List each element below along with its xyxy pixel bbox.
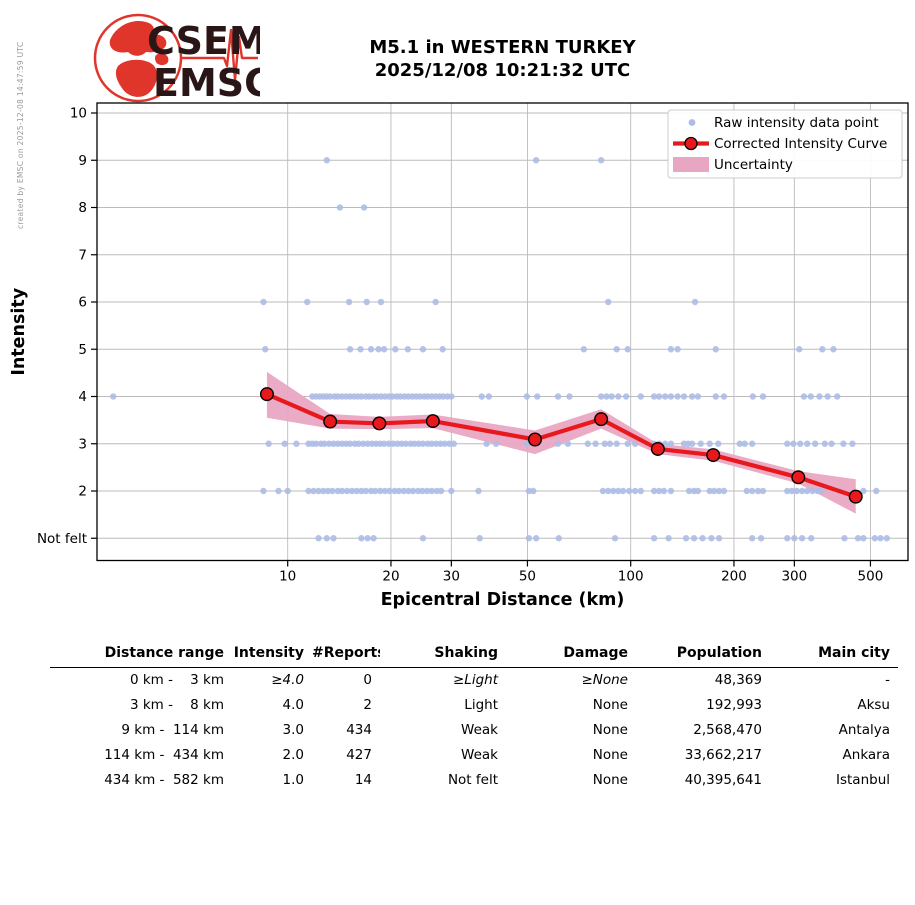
table-cell: ≥None: [581, 672, 628, 688]
emsc-logo: CSEM EMSC: [88, 10, 272, 105]
y-tick-label: 6: [78, 295, 87, 311]
table-cell: None: [592, 772, 628, 788]
table-cell: 48,369: [714, 672, 762, 688]
x-tick-label: 200: [721, 569, 747, 585]
summary-table: Distance range Intensity #Reports Shaking Da…: [50, 640, 898, 793]
globe-landmass: [109, 20, 169, 97]
table-cell: Light: [464, 697, 498, 713]
y-tick-label: 8: [78, 200, 87, 216]
table-cell: Ankara: [842, 747, 890, 763]
table-row: 9 km - 114 km 3.0 434 Weak None 2,568,470 Anta…: [50, 718, 898, 743]
table-row: 0 km - 3 km ≥4.0 0 ≥Light ≥None 48,369 -: [50, 667, 898, 693]
table-cell: None: [592, 747, 628, 763]
y-tick-label: 5: [78, 342, 87, 358]
table-cell: Weak: [461, 722, 498, 738]
table-cell: -: [885, 672, 890, 688]
table-row: 3 km - 8 km 4.0 2 Light None 192,993 Aksu: [50, 693, 898, 718]
seismogram-trace: [180, 28, 258, 82]
y-tick-label: 10: [70, 106, 87, 122]
x-tick-label: 500: [858, 569, 884, 585]
table-header-intensity: Intensity: [232, 640, 312, 668]
table-cell: 2.0: [282, 747, 304, 763]
logo-text-csem: CSEM: [147, 19, 260, 63]
table-header-shaking: Shaking: [380, 640, 506, 668]
table-cell: 2: [363, 697, 372, 713]
corrected-intensity-curve: [264, 392, 858, 499]
table-header-population: Population: [636, 640, 770, 668]
table-cell: 2,568,470: [693, 722, 762, 738]
y-axis-label: Intensity: [9, 287, 29, 375]
table-cell: 192,993: [706, 697, 762, 713]
table-cell: Aksu: [857, 697, 890, 713]
table-row: 114 km - 434 km 2.0 427 Weak None 33,662,217 A…: [50, 743, 898, 768]
x-axis-label: Epicentral Distance (km): [381, 590, 625, 610]
y-tick-label: 9: [78, 153, 87, 169]
legend-raw-point-icon: [688, 119, 696, 126]
y-tick-label: 7: [78, 247, 87, 263]
table-header-distance-range: Distance range: [50, 640, 232, 668]
table-cell: 1.0: [282, 772, 304, 788]
table-row: 434 km - 582 km 1.0 14 Not felt None 40,395,6…: [50, 768, 898, 793]
emsc-logo-graphic: CSEM EMSC: [93, 13, 272, 105]
table-cell: 0: [363, 672, 372, 688]
legend-uncertainty-icon: [673, 157, 709, 172]
x-tick-label: 30: [443, 569, 460, 585]
chart-title-line2: 2025/12/08 10:21:32 UTC: [374, 60, 631, 81]
table-cell: Antalya: [838, 722, 890, 738]
intensity-distance-chart: 10 9 8 7 6 5 4 3 2 Not felt 10 20 30 50 100 200 300 500 Ep…: [9, 102, 909, 610]
table-cell: 14: [354, 772, 372, 788]
table-header-main-city: Main city: [770, 640, 898, 668]
x-tick-label: 50: [519, 569, 536, 585]
legend-label: Raw intensity data point: [714, 115, 879, 131]
table-cell: None: [592, 722, 628, 738]
table-cell: ≥4.0: [271, 672, 304, 688]
legend-label: Uncertainty: [714, 157, 793, 173]
x-tick-label: 100: [618, 569, 644, 585]
table-cell: None: [592, 697, 628, 713]
chart-canvas: 10 9 8 7 6 5 4 3 2 Not felt 10 20 30 50 100 200 300 500 Ep…: [9, 102, 909, 610]
y-tick-label: 2: [78, 484, 87, 500]
axes: 10 9 8 7 6 5 4 3 2 Not felt 10 20 30 50 100 200 300 500: [37, 106, 883, 585]
y-tick-label: 3: [78, 436, 87, 452]
y-tick-label: 4: [78, 389, 87, 405]
table-body: 0 km - 3 km ≥4.0 0 ≥Light ≥None 48,369 - 3 km -…: [50, 667, 898, 793]
table-cell: 40,395,641: [684, 772, 762, 788]
table-cell: 3.0: [282, 722, 304, 738]
table-header-damage: Damage: [506, 640, 636, 668]
chart-title: M5.1 in WESTERN TURKEY 2025/12/08 10:21:…: [97, 36, 908, 82]
table-cell: 434 km - 582 km: [104, 772, 224, 788]
table-cell: 4.0: [282, 697, 304, 713]
uncertainty-band: [266, 371, 856, 514]
table-cell: 114 km - 434 km: [104, 747, 224, 763]
x-tick-label: 20: [382, 569, 399, 585]
plot-frame: [96, 102, 909, 562]
table-header--reports: #Reports: [312, 640, 380, 668]
curve-markers: [259, 387, 863, 504]
table-cell: 0 km - 3 km: [129, 672, 224, 688]
table-cell: 427: [346, 747, 372, 763]
table-header-row: Distance range Intensity #Reports Shaking Da…: [50, 640, 898, 668]
table-cell: 434: [346, 722, 372, 738]
table-cell: ≥Light: [452, 672, 498, 688]
chart-legend: Raw intensity data point Corrected Intens…: [667, 109, 903, 179]
table-cell: Istanbul: [835, 772, 890, 788]
table-cell: Weak: [461, 747, 498, 763]
table-cell: 33,662,217: [684, 747, 762, 763]
table-cell: Not felt: [447, 772, 498, 788]
table-cell: 3 km - 8 km: [129, 697, 224, 713]
intensity-summary-table: Distance range Intensity #Reports Shaking Da…: [50, 640, 898, 793]
x-tick-label: 10: [279, 569, 296, 585]
y-tick-label: Not felt: [37, 531, 87, 547]
table-cell: 9 km - 114 km: [121, 722, 224, 738]
logo-text-emsc: EMSC: [153, 61, 260, 104]
raw-intensity-points: [110, 157, 890, 542]
legend-label: Corrected Intensity Curve: [714, 136, 887, 152]
chart-title-line1: M5.1 in WESTERN TURKEY: [369, 37, 636, 58]
x-tick-label: 300: [781, 569, 807, 585]
